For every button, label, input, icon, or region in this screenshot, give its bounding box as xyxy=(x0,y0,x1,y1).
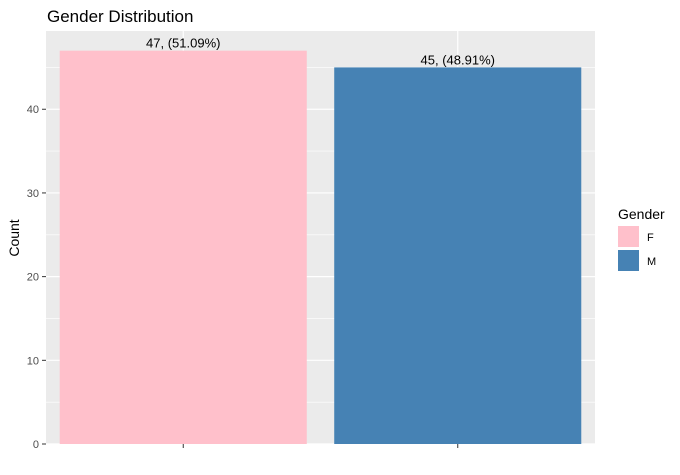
y-tick-label: 0 xyxy=(33,439,39,451)
legend-label-f: F xyxy=(647,232,654,244)
y-axis-title: Count xyxy=(6,219,22,256)
y-tick-label: 30 xyxy=(27,188,39,200)
x-axis xyxy=(182,444,459,448)
bar-m xyxy=(334,67,582,444)
legend-key-m xyxy=(618,250,639,271)
bar-f xyxy=(59,50,307,445)
y-tick-label: 40 xyxy=(27,104,39,116)
legend-key-f xyxy=(618,226,639,247)
y-tick-label: 20 xyxy=(27,272,39,284)
data-label-f: 47, (51.09%) xyxy=(146,36,220,51)
data-label-m: 45, (48.91%) xyxy=(421,52,495,67)
legend-title: Gender xyxy=(618,206,665,222)
chart-title: Gender Distribution xyxy=(47,7,193,26)
legend: Gender FM xyxy=(618,206,665,271)
y-tick-label: 10 xyxy=(27,355,39,367)
data-labels: 47, (51.09%) 45, (48.91%) xyxy=(146,36,495,68)
y-axis: 0 10 20 30 40 xyxy=(27,104,46,451)
legend-label-m: M xyxy=(647,256,656,268)
bars xyxy=(59,50,582,445)
